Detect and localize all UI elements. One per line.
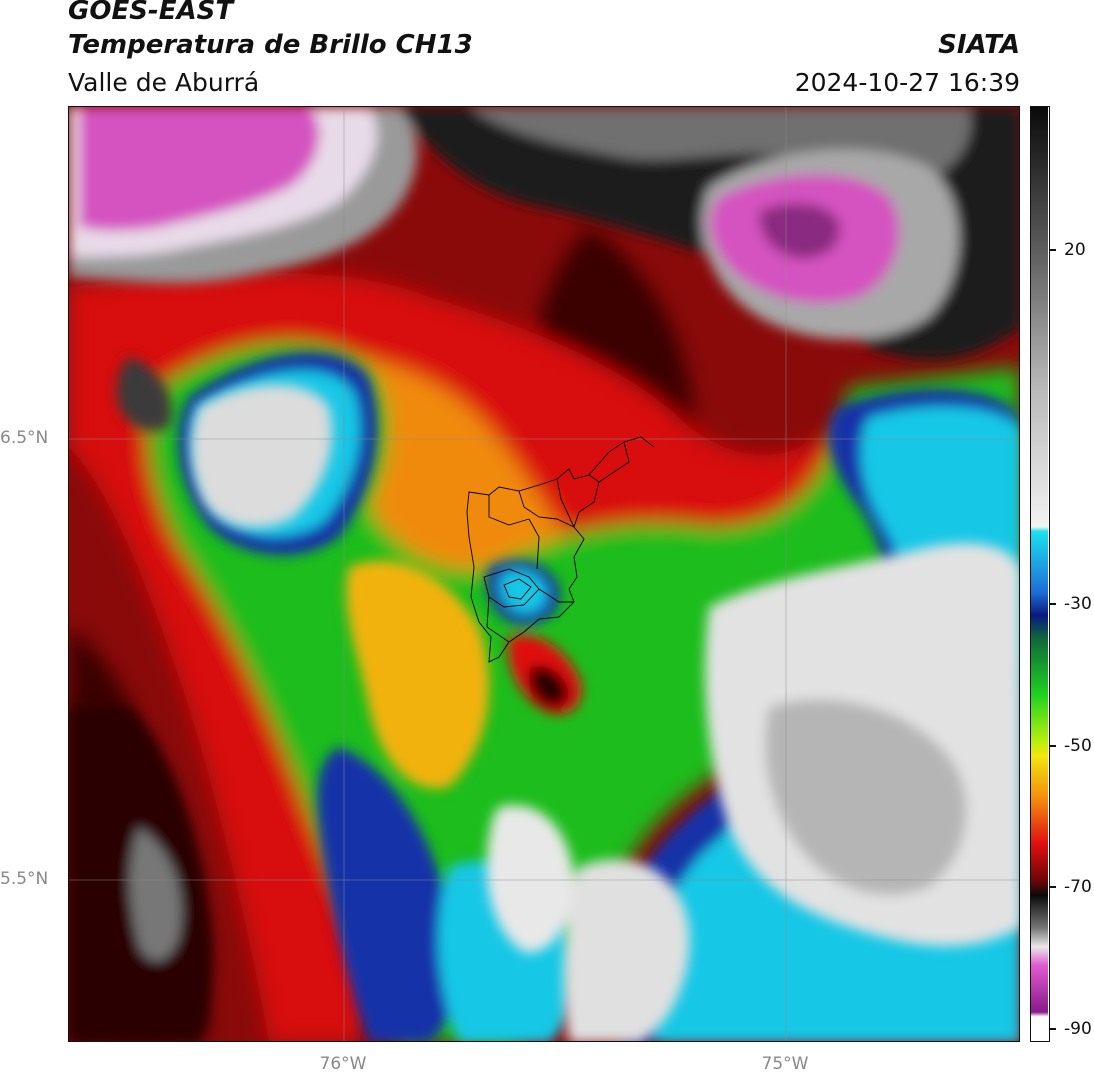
lat-label-6-5: 6.5°N <box>0 428 49 448</box>
colorbar-label-minus-70: -70 <box>1064 877 1092 897</box>
colorbar-tick <box>1050 603 1056 605</box>
colorbar-label-minus-50: -50 <box>1064 736 1092 756</box>
brightness-temperature-field <box>69 107 1019 1041</box>
subtitle-region: Valle de Aburrá <box>68 68 260 97</box>
title-satellite: GOES-EAST <box>68 0 234 26</box>
municipal-boundaries <box>466 436 655 663</box>
colorbar-tick <box>1050 1028 1056 1030</box>
organization-label: SIATA <box>938 30 1020 60</box>
lon-label-76w: 76°W <box>319 1054 367 1074</box>
colorbar-tick <box>1050 745 1056 747</box>
colorbar-label-minus-30: -30 <box>1064 594 1092 614</box>
lon-label-75w: 75°W <box>761 1054 809 1074</box>
colorbar-gradient <box>1031 107 1048 1040</box>
colorbar <box>1030 106 1050 1042</box>
timestamp-label: 2024-10-27 16:39 <box>794 68 1020 97</box>
colorbar-label-20: 20 <box>1064 240 1086 260</box>
title-product: Temperatura de Brillo CH13 <box>68 30 473 60</box>
colorbar-tick <box>1050 249 1056 251</box>
colorbar-label-minus-90: -90 <box>1064 1019 1092 1039</box>
colorbar-tick <box>1050 886 1056 888</box>
lat-label-5-5: 5.5°N <box>0 869 49 889</box>
satellite-map[interactable] <box>68 106 1020 1042</box>
graticule <box>69 107 1019 1041</box>
